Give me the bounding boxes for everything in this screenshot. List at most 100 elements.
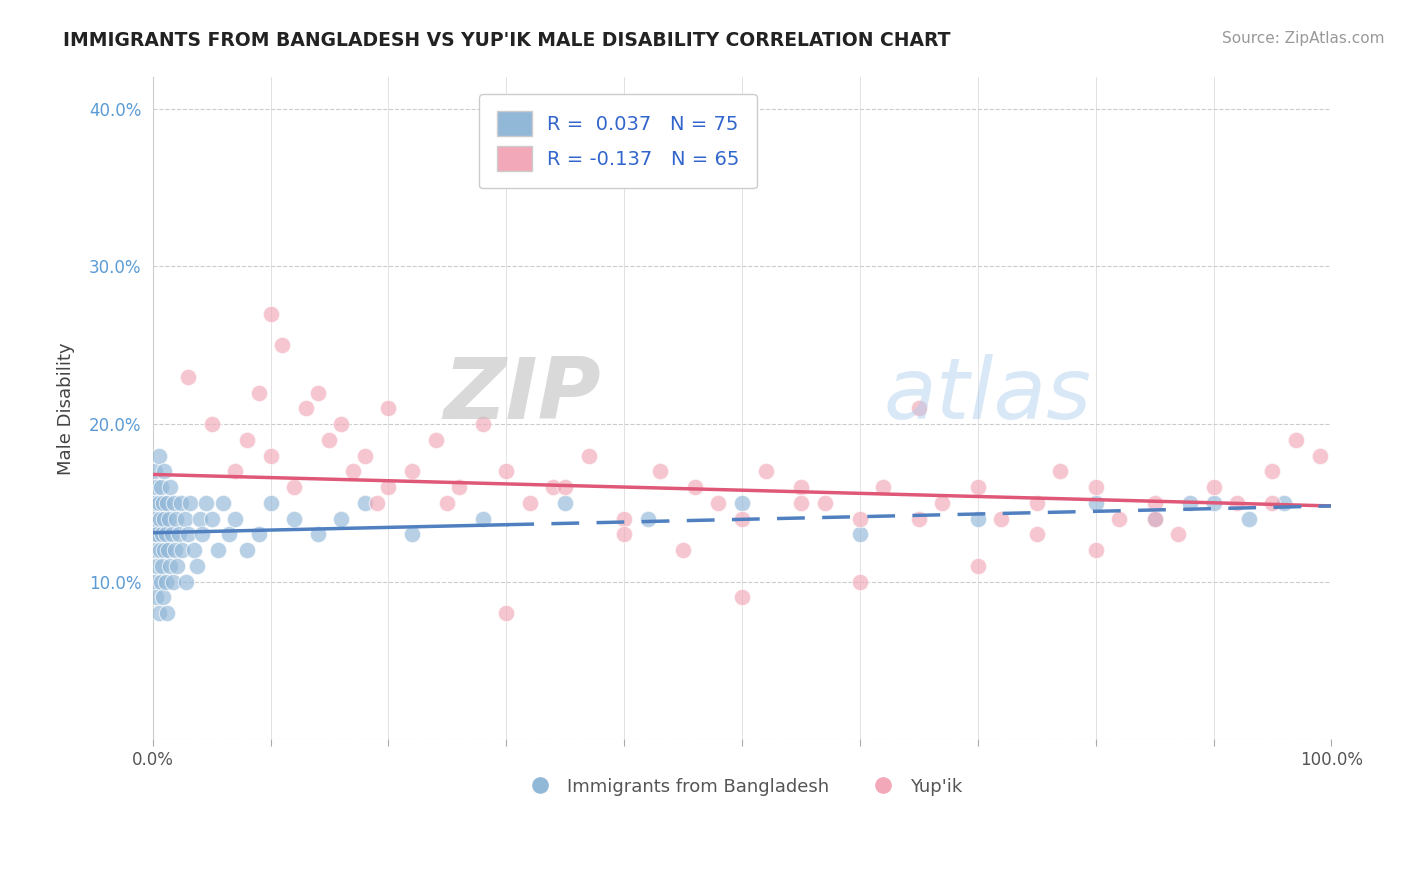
Point (731, 511, 754, 525)
Point (1084, 543, 1107, 558)
Point (149, 574, 172, 589)
Point (162, 574, 184, 589)
Point (755, 464, 778, 478)
Point (578, 449, 600, 463)
Point (157, 511, 180, 525)
Point (1285, 433, 1308, 447)
Point (1261, 464, 1284, 478)
Point (152, 591, 174, 605)
Point (194, 496, 217, 510)
Point (153, 464, 176, 478)
Point (152, 496, 174, 510)
Legend: Immigrants from Bangladesh, Yup'ik: Immigrants from Bangladesh, Yup'ik (515, 771, 970, 803)
Point (174, 574, 197, 589)
Point (149, 511, 172, 525)
Point (637, 511, 659, 525)
Point (849, 511, 872, 525)
Point (165, 543, 187, 558)
Point (672, 543, 695, 558)
Point (425, 433, 447, 447)
Text: IMMIGRANTS FROM BANGLADESH VS YUP'IK MALE DISABILITY CORRELATION CHART: IMMIGRANTS FROM BANGLADESH VS YUP'IK MAL… (63, 31, 950, 50)
Point (731, 496, 754, 510)
Point (849, 574, 872, 589)
Point (156, 496, 179, 510)
Point (236, 433, 259, 447)
Point (1025, 496, 1047, 510)
Point (543, 480, 565, 494)
Point (218, 527, 240, 541)
Point (143, 464, 166, 478)
Point (683, 480, 706, 494)
Point (201, 417, 224, 431)
Point (1167, 527, 1189, 541)
Point (966, 558, 988, 573)
Point (790, 496, 813, 510)
Point (1272, 496, 1295, 510)
Point (207, 543, 229, 558)
Point (155, 574, 177, 589)
Point (401, 527, 423, 541)
Point (554, 496, 576, 510)
Point (307, 527, 329, 541)
Point (353, 496, 375, 510)
Point (188, 511, 211, 525)
Point (1261, 496, 1284, 510)
Text: ZIP: ZIP (443, 353, 600, 436)
Text: atlas: atlas (883, 353, 1091, 436)
Point (155, 527, 177, 541)
Point (259, 449, 281, 463)
Point (146, 558, 169, 573)
Point (142, 527, 165, 541)
Point (330, 511, 353, 525)
Point (153, 543, 176, 558)
Point (849, 527, 872, 541)
Point (790, 480, 813, 494)
Point (519, 496, 541, 510)
Point (160, 527, 183, 541)
Point (731, 591, 754, 605)
Point (165, 511, 187, 525)
Point (707, 496, 730, 510)
Point (1309, 449, 1331, 463)
Point (377, 480, 399, 494)
Point (613, 511, 636, 525)
Point (1084, 480, 1107, 494)
Point (648, 464, 671, 478)
Point (259, 307, 281, 321)
Point (613, 527, 636, 541)
Point (966, 480, 988, 494)
Point (1143, 511, 1166, 525)
Point (143, 511, 166, 525)
Point (150, 527, 173, 541)
Point (177, 369, 200, 384)
Point (183, 543, 205, 558)
Point (318, 433, 340, 447)
Point (179, 496, 201, 510)
Point (908, 511, 931, 525)
Point (1025, 527, 1047, 541)
Point (156, 606, 179, 620)
Point (283, 511, 305, 525)
Point (366, 496, 388, 510)
Point (307, 385, 329, 400)
Point (212, 496, 235, 510)
Point (167, 527, 190, 541)
Point (142, 496, 165, 510)
Point (990, 511, 1012, 525)
Y-axis label: Male Disability: Male Disability (58, 342, 75, 475)
Point (813, 496, 835, 510)
Point (908, 401, 931, 416)
Point (1143, 496, 1166, 510)
Point (1237, 511, 1260, 525)
Point (236, 543, 259, 558)
Point (330, 417, 353, 431)
Point (259, 496, 281, 510)
Point (143, 574, 166, 589)
Point (170, 496, 193, 510)
Point (186, 558, 208, 573)
Point (153, 511, 176, 525)
Point (173, 511, 195, 525)
Point (150, 558, 173, 573)
Point (159, 558, 181, 573)
Point (148, 606, 170, 620)
